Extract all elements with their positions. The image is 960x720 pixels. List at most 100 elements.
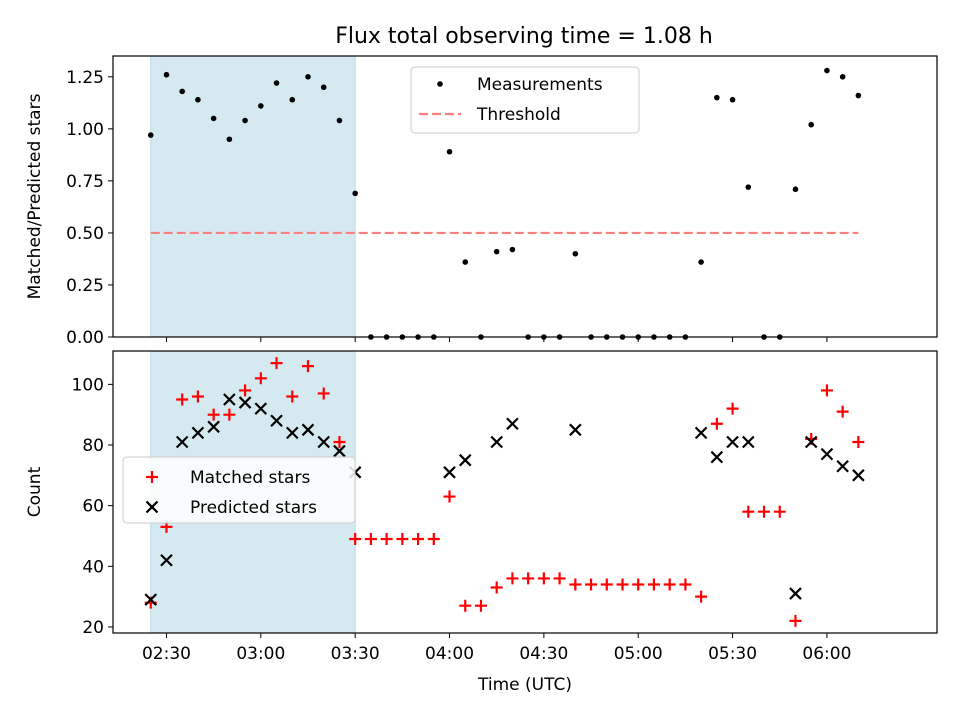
y-tick-label: 1.25: [66, 68, 104, 88]
predicted-star-marker: [191, 426, 205, 440]
measurement-point: [258, 103, 264, 109]
predicted-star-marker: [490, 435, 503, 449]
legend-measurements-label: Measurements: [477, 75, 603, 95]
measurement-point: [745, 184, 752, 190]
measurement-point: [839, 74, 846, 80]
matched-star-marker: [679, 578, 692, 591]
predicted-star-marker: [506, 417, 519, 431]
measurement-point: [493, 248, 500, 255]
x-tick-label: 03:30: [331, 644, 380, 664]
measurement-point: [729, 96, 736, 103]
matched-star-marker: [254, 372, 267, 385]
predicted-star-marker: [223, 393, 236, 406]
measurement-point: [163, 71, 170, 78]
matched-star-marker: [443, 490, 456, 503]
matched-star-marker: [380, 533, 393, 545]
measurement-point: [226, 136, 233, 143]
y-tick-label: 0.25: [66, 276, 104, 296]
predicted-star-marker: [254, 402, 268, 415]
predicted-star-marker: [742, 435, 755, 449]
legend-box: [122, 456, 356, 524]
x-axis-label: Time (UTC): [477, 675, 572, 695]
measurement-point: [824, 67, 830, 74]
measurement-point: [792, 186, 799, 193]
predicted-star-marker: [238, 396, 252, 409]
measurement-point: [714, 94, 720, 101]
measurement-point: [147, 132, 154, 138]
matched-star-marker: [223, 408, 236, 421]
top-panel: 0.00 0.25 0.50 0.75 1.00 1.25 Matched/Predicte…: [25, 55, 938, 348]
legend-predicted-marker: [145, 500, 159, 514]
predicted-star-marker: [789, 587, 802, 600]
x-tick-label: 05:30: [708, 644, 757, 664]
matched-star-marker: [836, 405, 849, 418]
measurement-point: [572, 250, 579, 257]
measurement-point: [305, 74, 311, 80]
measurement-point: [289, 96, 296, 103]
matched-star-marker: [695, 590, 708, 603]
measurement-point: [336, 117, 343, 124]
y-axis-label: Matched/Predicted stars: [25, 93, 45, 299]
legend: Matched stars Predicted stars: [122, 456, 356, 524]
x-tick-label: 03:00: [236, 644, 285, 664]
legend-predicted-label: Predicted stars: [190, 498, 317, 518]
matched-star-marker: [647, 578, 660, 591]
measurement-point: [855, 92, 862, 99]
y-tick-label: 100: [72, 375, 104, 395]
matched-star-marker: [522, 572, 535, 585]
predicted-star-marker: [710, 450, 724, 464]
y-tick-label: 0.00: [66, 328, 104, 348]
y-tick-label: 60: [82, 497, 104, 517]
matched-star-marker: [585, 578, 598, 591]
y-tick-label: 0.50: [66, 224, 104, 244]
axes-frame: [112, 55, 938, 338]
chart-title: Flux total observing time = 1.08 h: [335, 24, 713, 49]
legend: Measurements Threshold: [410, 66, 640, 134]
matched-star-marker: [506, 572, 519, 585]
predicted-star-marker: [144, 593, 158, 606]
measurement-point: [179, 88, 185, 95]
measurement-point: [352, 190, 358, 197]
predicted-star-marker: [160, 553, 173, 567]
y-tick-label: 0.75: [66, 172, 104, 192]
predicted-star-marker: [804, 435, 818, 449]
predicted-star-marker: [317, 435, 330, 449]
matched-star-marker: [569, 578, 582, 591]
matched-star-marker: [396, 533, 409, 545]
matched-star-marker: [270, 357, 283, 370]
x-tick-label: 04:30: [519, 644, 568, 664]
measurement-point: [210, 115, 217, 122]
matched-star-marker: [364, 533, 377, 545]
matched-star-marker: [490, 581, 503, 594]
legend-measurement-marker: [437, 81, 443, 87]
predicted-star-marker: [852, 469, 865, 482]
y-tick-label: 80: [82, 436, 104, 456]
x-tick-label: 05:00: [614, 644, 663, 664]
measurement-point: [273, 80, 280, 86]
matched-star-marker: [286, 390, 299, 403]
measurement-point: [509, 246, 516, 253]
matched-star-marker: [474, 599, 487, 612]
y-tick-label: 1.00: [66, 120, 104, 140]
matched-star-marker: [239, 384, 252, 397]
predicted-star-marker: [175, 435, 189, 449]
measurement-point: [446, 148, 453, 155]
predicted-star-marker: [285, 426, 299, 440]
matched-star-marker: [333, 435, 346, 448]
predicted-star-marker: [443, 466, 456, 479]
matched-star-marker: [176, 393, 189, 406]
matched-star-marker: [852, 435, 865, 448]
matched-star-marker: [412, 533, 425, 545]
matched-star-marker: [553, 572, 566, 585]
matched-star-marker: [616, 578, 629, 591]
y-axis-label: Count: [25, 466, 45, 517]
matched-star-marker: [773, 505, 786, 518]
matched-star-marker: [600, 578, 613, 591]
predicted-star-marker: [301, 423, 315, 437]
predicted-star-marker: [694, 426, 708, 440]
measurement-point: [808, 121, 814, 128]
predicted-star-marker: [836, 459, 849, 473]
matched-star-marker: [427, 533, 440, 545]
matched-star-marker: [742, 505, 755, 518]
legend-threshold-label: Threshold: [476, 105, 561, 125]
